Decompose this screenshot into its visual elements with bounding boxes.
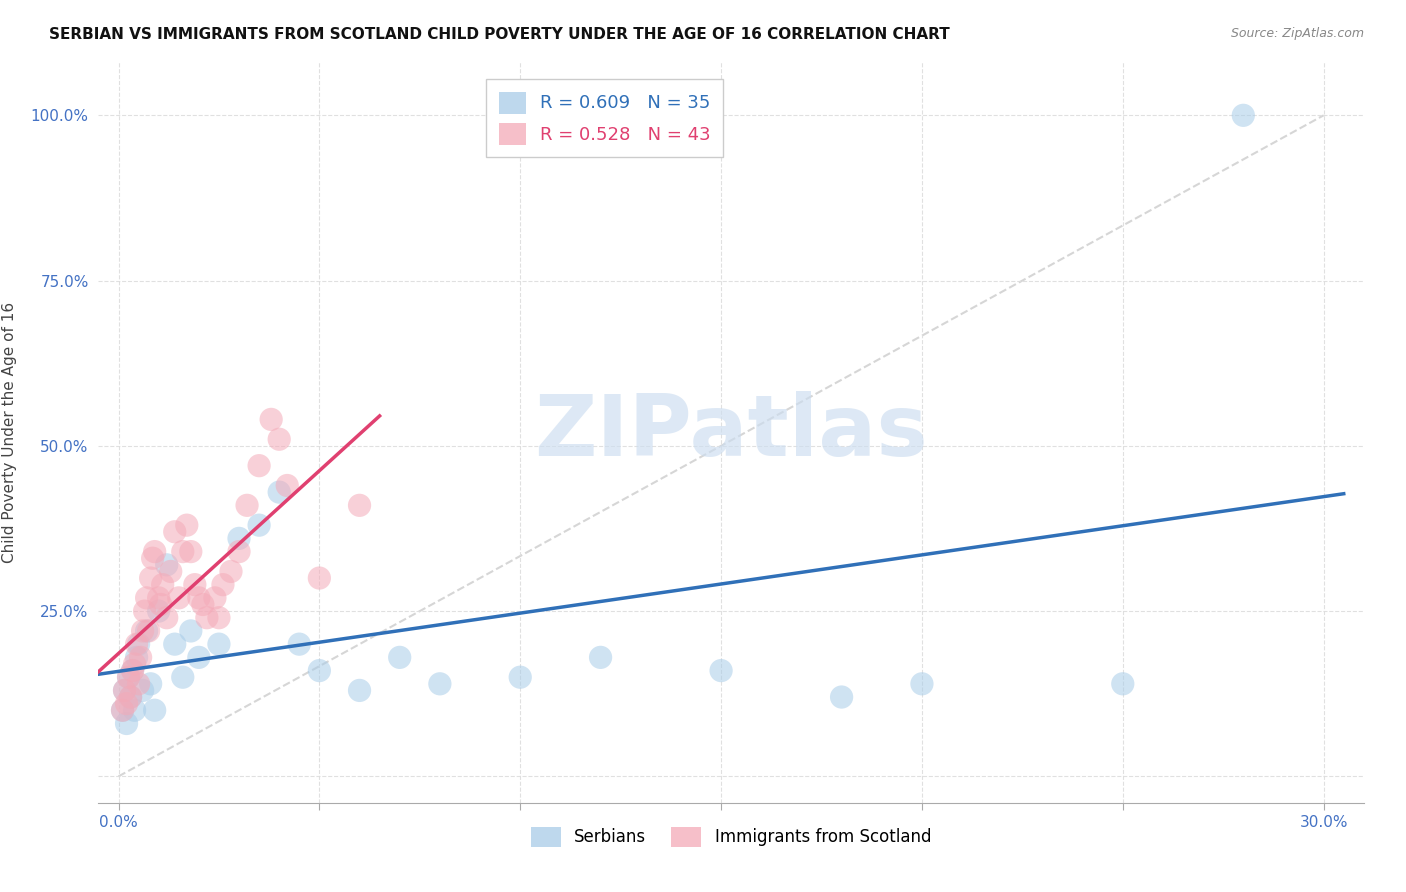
Point <box>129 650 152 665</box>
Point <box>236 499 259 513</box>
Point <box>228 532 250 546</box>
Point <box>269 432 291 446</box>
Point <box>176 518 198 533</box>
Point <box>187 650 209 665</box>
Point <box>308 664 330 678</box>
Point <box>172 670 194 684</box>
Point <box>148 604 170 618</box>
Point <box>269 485 291 500</box>
Point <box>117 670 139 684</box>
Point <box>115 716 138 731</box>
Point <box>163 637 186 651</box>
Point <box>308 571 330 585</box>
Point <box>208 637 231 651</box>
Point <box>124 703 146 717</box>
Point <box>114 683 136 698</box>
Point <box>149 598 172 612</box>
Point <box>276 478 298 492</box>
Point <box>349 499 371 513</box>
Point <box>349 683 371 698</box>
Point <box>184 577 207 591</box>
Point <box>115 697 138 711</box>
Point <box>121 664 143 678</box>
Point <box>911 677 934 691</box>
Point <box>247 518 270 533</box>
Y-axis label: Child Poverty Under the Age of 16: Child Poverty Under the Age of 16 <box>1 302 17 563</box>
Point <box>117 670 139 684</box>
Point <box>138 624 160 638</box>
Point <box>180 624 202 638</box>
Point <box>139 571 162 585</box>
Point <box>429 677 451 691</box>
Point <box>208 611 231 625</box>
Point <box>172 544 194 558</box>
Point <box>831 690 853 704</box>
Point <box>288 637 311 651</box>
Point <box>187 591 209 605</box>
Point <box>247 458 270 473</box>
Point <box>159 565 181 579</box>
Point <box>228 544 250 558</box>
Point <box>124 657 146 671</box>
Point <box>156 558 179 572</box>
Point <box>148 591 170 605</box>
Point <box>125 650 148 665</box>
Point <box>509 670 531 684</box>
Point <box>131 624 153 638</box>
Text: Source: ZipAtlas.com: Source: ZipAtlas.com <box>1230 27 1364 40</box>
Point <box>191 598 214 612</box>
Point <box>589 650 612 665</box>
Point <box>163 524 186 539</box>
Point <box>212 577 235 591</box>
Point <box>710 664 733 678</box>
Point <box>135 624 157 638</box>
Point <box>388 650 411 665</box>
Point <box>143 703 166 717</box>
Point <box>143 544 166 558</box>
Point <box>156 611 179 625</box>
Point <box>128 677 150 691</box>
Text: ZIPatlas: ZIPatlas <box>534 391 928 475</box>
Point <box>134 604 156 618</box>
Point <box>152 577 174 591</box>
Point <box>114 683 136 698</box>
Point <box>125 637 148 651</box>
Point <box>128 637 150 651</box>
Point <box>120 690 142 704</box>
Point <box>142 551 165 566</box>
Point <box>1232 108 1254 122</box>
Point <box>139 677 162 691</box>
Legend: Serbians, Immigrants from Scotland: Serbians, Immigrants from Scotland <box>524 820 938 854</box>
Point <box>111 703 134 717</box>
Point <box>167 591 190 605</box>
Point <box>204 591 226 605</box>
Point <box>121 664 143 678</box>
Point <box>260 412 283 426</box>
Point <box>111 703 134 717</box>
Point <box>135 591 157 605</box>
Point <box>131 683 153 698</box>
Point <box>180 544 202 558</box>
Point <box>120 690 142 704</box>
Text: SERBIAN VS IMMIGRANTS FROM SCOTLAND CHILD POVERTY UNDER THE AGE OF 16 CORRELATIO: SERBIAN VS IMMIGRANTS FROM SCOTLAND CHIL… <box>49 27 950 42</box>
Point <box>1112 677 1135 691</box>
Point <box>219 565 242 579</box>
Point <box>195 611 218 625</box>
